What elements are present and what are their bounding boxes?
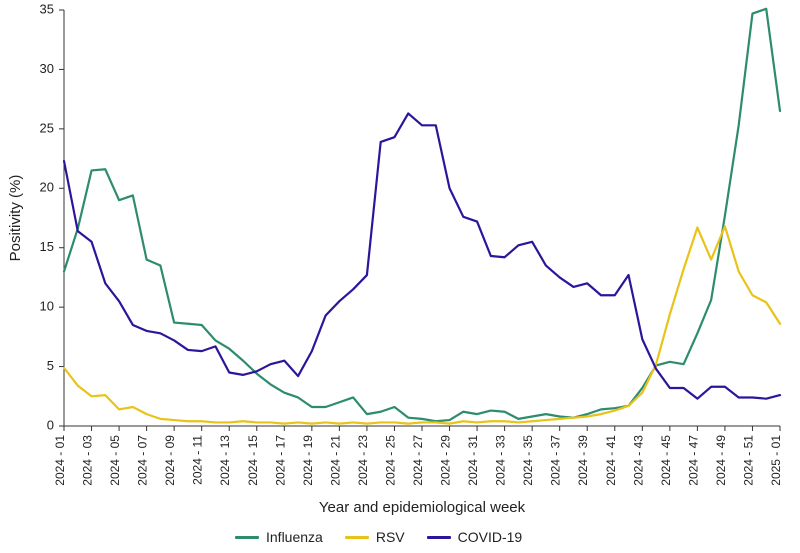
legend-swatch-influenza <box>235 536 259 539</box>
svg-text:10: 10 <box>40 299 54 314</box>
svg-text:Positivity (%): Positivity (%) <box>7 175 24 262</box>
svg-text:2024 - 43: 2024 - 43 <box>631 435 645 486</box>
svg-text:2024 - 21: 2024 - 21 <box>328 435 342 486</box>
legend-item-influenza: Influenza <box>235 529 323 545</box>
legend-label-covid19: COVID-19 <box>458 529 523 545</box>
svg-text:2024 - 19: 2024 - 19 <box>301 435 315 486</box>
svg-text:2024 - 35: 2024 - 35 <box>521 435 535 486</box>
chart-container: 0 5 10 15 20 25 30 35 Positivity (%) 2024 - 01 202… <box>0 0 800 553</box>
svg-text:2024 - 37: 2024 - 37 <box>549 435 563 486</box>
legend-swatch-covid19 <box>427 536 451 539</box>
svg-text:2024 - 49: 2024 - 49 <box>714 435 728 486</box>
svg-text:2024 - 13: 2024 - 13 <box>218 435 232 486</box>
svg-text:2024 - 25: 2024 - 25 <box>383 435 397 486</box>
svg-text:2024 - 23: 2024 - 23 <box>356 435 370 486</box>
legend-label-influenza: Influenza <box>266 529 323 545</box>
legend: Influenza RSV COVID-19 <box>235 529 522 545</box>
legend-label-rsv: RSV <box>376 529 405 545</box>
svg-text:5: 5 <box>47 358 54 373</box>
svg-text:2024 - 29: 2024 - 29 <box>439 435 453 486</box>
svg-text:30: 30 <box>40 61 54 76</box>
svg-text:2024 - 09: 2024 - 09 <box>163 435 177 486</box>
svg-text:2024 - 11: 2024 - 11 <box>191 435 205 485</box>
svg-text:Year and epidemiological week: Year and epidemiological week <box>319 499 526 516</box>
svg-text:2024 - 15: 2024 - 15 <box>246 435 260 486</box>
svg-text:2024 - 31: 2024 - 31 <box>466 435 480 486</box>
svg-text:2024 - 41: 2024 - 41 <box>604 435 618 486</box>
legend-item-covid19: COVID-19 <box>427 529 523 545</box>
svg-text:2024 - 33: 2024 - 33 <box>494 435 508 486</box>
svg-text:2025 - 01: 2025 - 01 <box>769 435 783 486</box>
svg-text:2024 - 17: 2024 - 17 <box>273 435 287 486</box>
svg-text:2024 - 39: 2024 - 39 <box>576 435 590 486</box>
svg-text:2024 - 05: 2024 - 05 <box>108 435 122 486</box>
line-chart: 0 5 10 15 20 25 30 35 Positivity (%) 2024 - 01 202… <box>0 0 800 553</box>
svg-text:2024 - 03: 2024 - 03 <box>81 435 95 486</box>
svg-text:0: 0 <box>47 417 54 432</box>
svg-text:35: 35 <box>40 1 54 16</box>
svg-text:15: 15 <box>40 239 54 254</box>
svg-text:2024 - 47: 2024 - 47 <box>686 435 700 486</box>
svg-text:2024 - 45: 2024 - 45 <box>659 435 673 486</box>
legend-swatch-rsv <box>345 536 369 539</box>
legend-item-rsv: RSV <box>345 529 405 545</box>
svg-text:20: 20 <box>40 180 54 195</box>
svg-text:2024 - 51: 2024 - 51 <box>741 435 755 486</box>
svg-text:2024 - 01: 2024 - 01 <box>53 435 67 486</box>
svg-text:25: 25 <box>40 120 54 135</box>
svg-text:2024 - 27: 2024 - 27 <box>411 435 425 486</box>
svg-text:2024 - 07: 2024 - 07 <box>136 435 150 486</box>
